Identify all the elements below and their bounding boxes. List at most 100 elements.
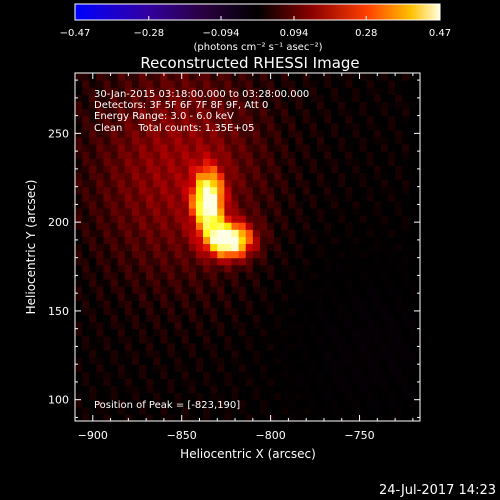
heatmap-pixel <box>331 207 339 216</box>
heatmap-pixel <box>103 300 112 308</box>
heatmap-pixel <box>224 165 233 174</box>
heatmap-pixel <box>217 300 225 308</box>
heatmap-pixel <box>302 328 311 337</box>
heatmap-pixel <box>75 87 83 95</box>
heatmap-pixel <box>338 108 346 117</box>
heatmap-pixel <box>380 80 389 88</box>
heatmap-pixel <box>416 300 420 308</box>
heatmap-pixel <box>89 207 97 216</box>
heatmap-pixel <box>82 129 90 138</box>
heatmap-pixel <box>316 200 325 209</box>
heatmap-pixel <box>252 250 261 259</box>
heatmap-pixel <box>160 342 169 351</box>
heatmap-pixel <box>89 392 97 401</box>
heatmap-pixel <box>82 165 90 174</box>
heatmap-pixel <box>316 165 325 174</box>
heatmap-pixel <box>302 151 311 159</box>
heatmap-pixel <box>245 80 254 88</box>
heatmap-pixel <box>153 385 161 394</box>
heatmap-pixel <box>167 300 176 308</box>
heatmap-pixel <box>409 413 418 421</box>
heatmap-pixel <box>167 115 176 124</box>
heatmap-pixel <box>380 222 389 230</box>
heatmap-pixel <box>224 87 233 95</box>
heatmap-pixel <box>131 321 140 330</box>
heatmap-pixel <box>139 406 147 415</box>
heatmap-pixel <box>188 271 197 280</box>
heatmap-pixel <box>373 392 382 401</box>
heatmap-pixel <box>323 172 332 181</box>
heatmap-pixel <box>217 328 225 337</box>
heatmap-pixel <box>274 179 282 188</box>
heatmap-pixel <box>231 300 240 308</box>
heatmap-pixel <box>267 293 275 301</box>
heatmap-pixel <box>75 364 83 372</box>
heatmap-pixel <box>373 186 382 195</box>
heatmap-pixel <box>402 342 410 351</box>
heatmap-pixel <box>395 87 403 95</box>
heatmap-pixel <box>338 335 346 344</box>
heatmap-pixel <box>131 172 140 181</box>
y-tick-label: 250 <box>48 127 69 140</box>
heatmap-pixel <box>89 179 97 188</box>
heatmap-pixel <box>402 335 410 344</box>
heatmap-pixel <box>89 122 97 131</box>
heatmap-pixel <box>252 413 261 421</box>
heatmap-pixel <box>245 271 254 280</box>
heatmap-pixel <box>195 158 204 166</box>
heatmap-pixel <box>96 94 105 103</box>
heatmap-pixel <box>89 286 97 294</box>
heatmap-pixel <box>288 278 297 287</box>
heatmap-pixel <box>167 399 176 408</box>
heatmap-pixel <box>103 158 112 166</box>
heatmap-pixel <box>117 207 126 216</box>
heatmap-pixel <box>259 335 268 344</box>
heatmap-pixel <box>117 321 126 330</box>
heatmap-pixel <box>124 399 133 408</box>
heatmap-pixel <box>316 406 325 415</box>
heatmap-pixel <box>110 151 119 159</box>
heatmap-pixel <box>295 385 304 394</box>
heatmap-pixel <box>117 136 126 145</box>
heatmap-pixel <box>96 278 105 287</box>
heatmap-pixel <box>238 129 247 138</box>
heatmap-pixel <box>103 399 112 408</box>
heatmap-pixel <box>281 158 289 166</box>
heatmap-pixel <box>380 207 389 216</box>
heatmap-pixel <box>288 207 297 216</box>
heatmap-pixel <box>402 278 410 287</box>
heatmap-pixel <box>259 300 268 308</box>
heatmap-pixel <box>288 80 297 88</box>
heatmap-pixel <box>139 286 147 294</box>
heatmap-pixel <box>302 399 311 408</box>
heatmap-pixel <box>409 179 418 188</box>
heatmap-pixel <box>316 207 325 216</box>
heatmap-pixel <box>295 271 304 280</box>
heatmap-pixel <box>359 165 368 174</box>
heatmap-pixel <box>366 101 375 110</box>
heatmap-pixel <box>75 151 83 159</box>
heatmap-pixel <box>267 236 275 245</box>
heatmap-pixel <box>252 378 261 387</box>
heatmap-pixel <box>288 236 297 245</box>
heatmap-pixel <box>352 335 361 344</box>
heatmap-pixel <box>203 385 211 394</box>
heatmap-pixel <box>245 101 254 110</box>
heatmap-pixel <box>174 129 183 138</box>
heatmap-pixel <box>245 307 254 316</box>
heatmap-pixel <box>245 200 254 209</box>
heatmap-pixel <box>110 378 119 387</box>
heatmap-pixel <box>309 335 318 344</box>
heatmap-pixel <box>203 264 211 273</box>
heatmap-pixel <box>259 115 268 124</box>
heatmap-pixel <box>195 321 204 330</box>
heatmap-pixel <box>338 222 346 230</box>
heatmap-pixel <box>103 349 112 358</box>
heatmap-pixel <box>139 335 147 344</box>
heatmap-pixel <box>231 349 240 358</box>
heatmap-pixel <box>96 172 105 181</box>
heatmap-pixel <box>338 101 346 110</box>
heatmap-pixel <box>295 186 304 195</box>
heatmap-pixel <box>203 307 211 316</box>
heatmap-pixel <box>373 399 382 408</box>
